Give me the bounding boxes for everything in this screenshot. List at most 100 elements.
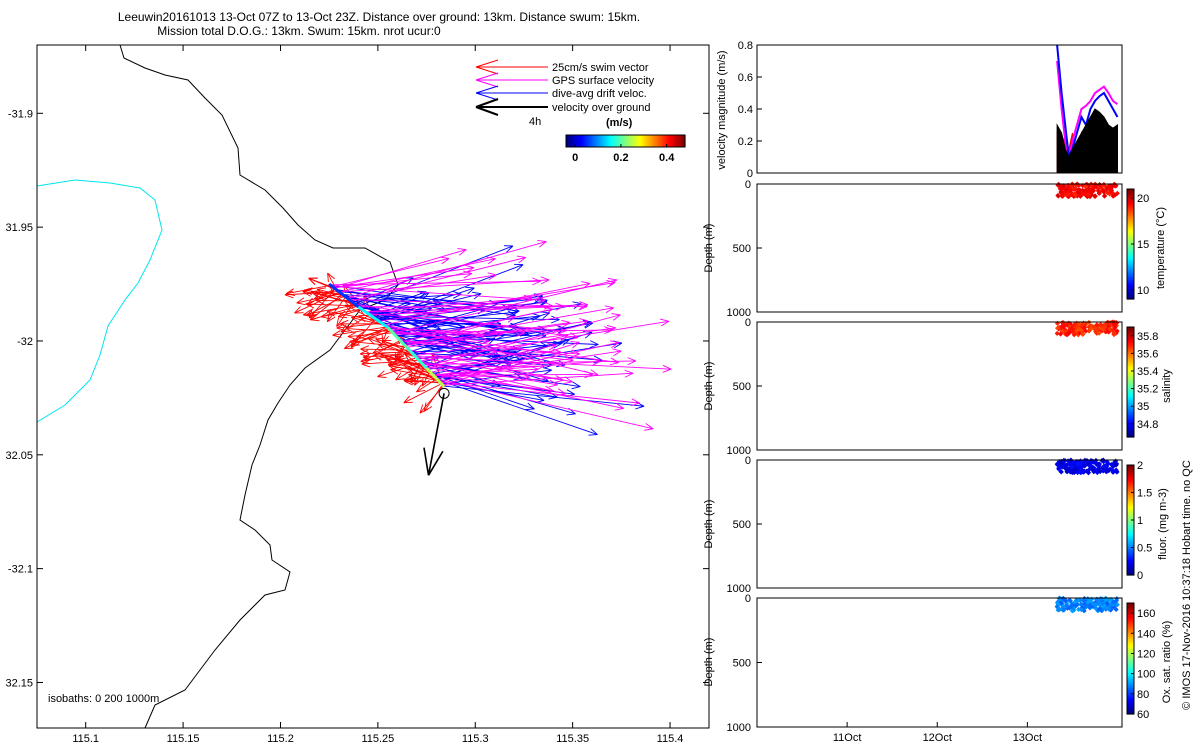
swim-vector (416, 378, 437, 393)
profile-colorbar-cell (1127, 329, 1134, 332)
gps-vector-head (493, 333, 503, 338)
gps-vector-head (605, 307, 614, 314)
map-colorbar-cell (643, 135, 646, 147)
map-colorbar-cell (655, 135, 658, 147)
map-colorbar-cell (575, 135, 579, 147)
gps-vector (442, 372, 634, 386)
profile-colorbar-cell (1127, 415, 1134, 418)
map-colorbar-cell (605, 135, 609, 147)
gps-vector-head (536, 295, 546, 301)
profile-colorbar-cell (1127, 642, 1134, 646)
map-xtick-label: 115.25 (361, 733, 394, 745)
profile-colorbar-cell (1127, 222, 1134, 225)
profile-colorbar-cell (1127, 694, 1134, 697)
swim-vector (286, 284, 331, 295)
profile-ytick-label: 0 (745, 317, 751, 329)
drift-vector (357, 245, 514, 307)
gps-vector-head (487, 258, 496, 265)
profile-colorbar-tick-label: 1.5 (1137, 488, 1152, 500)
drift-vector-head (542, 367, 552, 371)
profile-colorbar-cell (1127, 509, 1134, 512)
swim-vector-head (405, 379, 415, 385)
drift-vector-head (566, 389, 575, 395)
swim-vector-head (414, 379, 422, 386)
swim-vector (303, 304, 356, 316)
gps-vector-head (481, 336, 490, 342)
map-colorbar-cell (677, 135, 680, 147)
profile-colorbar-cell (1127, 546, 1134, 550)
profile-colorbar-cell (1127, 513, 1134, 517)
velocity-ylabel: velocity magnitude (m/s) (716, 50, 728, 169)
swim-vector (419, 385, 444, 414)
gps-vector-head (570, 332, 579, 338)
profile-colorbar-cell (1127, 281, 1134, 285)
swim-vector-head (359, 349, 369, 355)
profile-colorbar-cell (1127, 379, 1134, 383)
swim-vector-head (402, 363, 410, 371)
swim-vector-head (395, 372, 402, 381)
profile-colorbar-tick-label: 140 (1137, 628, 1155, 640)
gps-vector (409, 349, 573, 383)
map-panel: 115.1 115.15 115.2 115.25 115.3 115.35 115.4 -3… (5, 44, 710, 745)
profile-colorbar-tick-label: 35.8 (1137, 331, 1158, 343)
gps-vector-head (459, 249, 467, 256)
profile-colorbar-cell (1127, 654, 1134, 657)
profile-colorbar-cell (1127, 193, 1134, 197)
swim-vector-head (315, 300, 325, 305)
map-colorbar-cell (599, 135, 603, 147)
profile-colorbar-cell (1127, 364, 1134, 368)
profile-colorbar-cell (1127, 279, 1134, 282)
profile-colorbar-cell (1127, 426, 1134, 429)
drift-vector-head (542, 312, 551, 319)
drift-vector-head (539, 299, 548, 306)
swim-vector-head (317, 287, 327, 290)
profile-colorbar-cell (1127, 656, 1134, 660)
drift-vector-head (571, 386, 581, 390)
profile-colorbar-cell (1127, 568, 1134, 572)
profile-colorbar-cell (1127, 467, 1134, 470)
drift-vector-head (539, 341, 548, 347)
drift-vector-head (493, 352, 502, 358)
gps-vector (333, 273, 472, 289)
profile-colorbar-tick-label: 0.5 (1137, 543, 1152, 555)
gps-vector-head (540, 276, 550, 281)
map-colorbar-cell (577, 135, 581, 147)
profile-colorbar-cell (1127, 625, 1134, 629)
profile-colorbar-cell (1127, 550, 1134, 554)
gps-vector (436, 378, 654, 430)
gps-vector-head (463, 270, 472, 275)
drift-vector-head (513, 377, 523, 381)
swim-vector (394, 343, 405, 362)
swim-vector (350, 330, 392, 346)
map-colorbar-cell (627, 135, 631, 147)
profile-colorbar-cell (1127, 226, 1134, 230)
profile-point (1108, 461, 1115, 468)
profile-colorbar-cell (1127, 338, 1134, 341)
swim-vector-head (344, 304, 352, 313)
gps-vector-head (660, 320, 670, 327)
profile-colorbar-cell (1127, 197, 1134, 201)
gps-vector-head (578, 306, 588, 311)
swim-vector (395, 363, 423, 381)
swim-vector-head (302, 291, 311, 297)
profile-point (1096, 468, 1102, 474)
profile-colorbar-cell (1127, 395, 1134, 398)
drift-vector (394, 299, 548, 336)
gps-vector-head (507, 316, 516, 323)
profile-point (1108, 186, 1114, 192)
swim-vector-head (338, 316, 348, 319)
profile-point (1101, 193, 1108, 199)
profile-colorbar-cell (1127, 698, 1134, 702)
drift-vector-head (401, 303, 411, 308)
map-colorbar-cell (683, 135, 686, 147)
profile-colorbar-cell (1127, 667, 1134, 671)
glider-track-segment (357, 305, 389, 329)
velocity-ytick-label: 0.2 (738, 136, 753, 148)
gps-vector-head (523, 294, 533, 299)
profile-colorbar-cell (1127, 649, 1134, 653)
profile-colorbar-cell (1127, 627, 1134, 631)
map-colorbar-cell (629, 135, 633, 147)
gps-vector (432, 374, 554, 392)
time-series-panels: 00.20.40.60.8050010001015200500100034.83… (727, 40, 1159, 744)
salinity-ylabel: Depth (m) (703, 362, 715, 411)
